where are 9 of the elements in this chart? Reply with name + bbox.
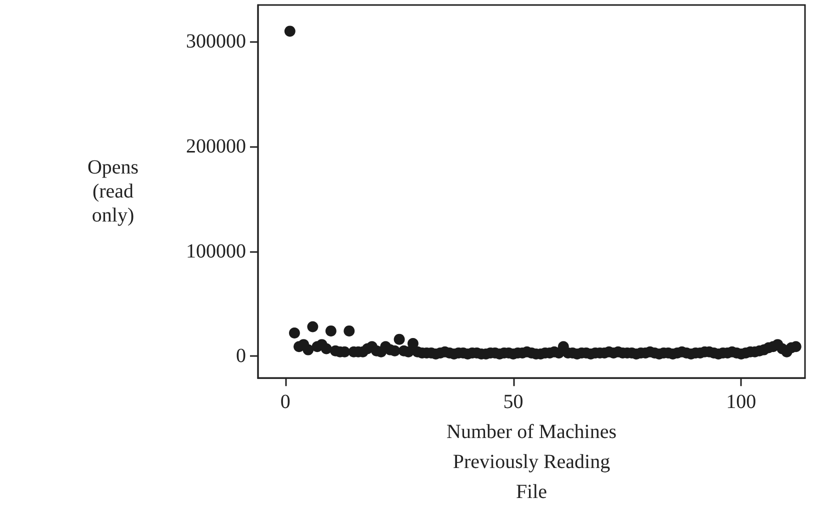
x-tick-label: 100	[726, 391, 756, 414]
x-tick-label: 50	[503, 391, 524, 414]
x-tick-label: 0	[280, 391, 290, 414]
x-axis-title: Number of Machines Previously Reading File	[446, 421, 617, 503]
y-tick-label: 200000	[186, 135, 246, 158]
y-tick-label: 100000	[186, 240, 246, 262]
y-tick-label: 0	[236, 345, 246, 368]
y-axis-title: Opens (read only)	[87, 156, 139, 227]
y-tick-label: 300000	[186, 30, 246, 53]
